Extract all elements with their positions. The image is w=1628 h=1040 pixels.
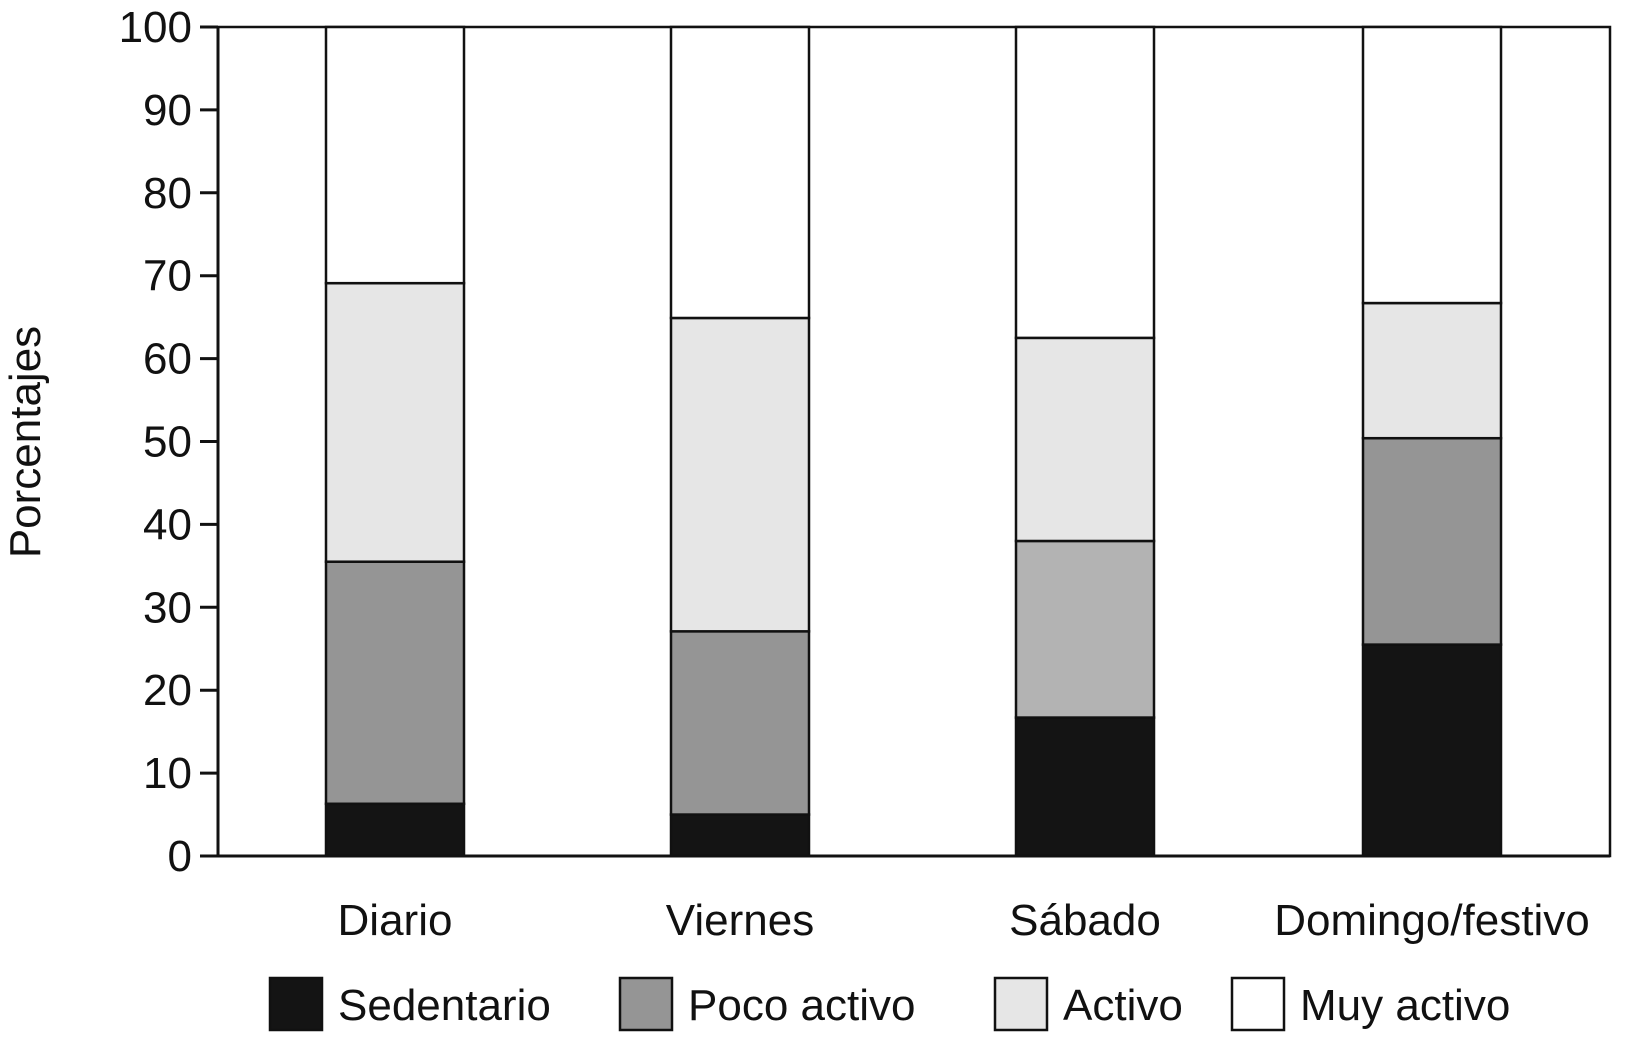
x-category-labels: Diario Viernes Sábado Domingo/festivo: [338, 896, 1590, 945]
bar-segment-domingo-festivo-sedentario: [1361, 643, 1503, 858]
bar-segment-viernes-muy-activo: [669, 25, 811, 320]
bar-segment-diario-sedentario: [324, 802, 466, 858]
bar-segment-sabado-muy-activo: [1014, 25, 1156, 340]
bar-stack-viernes: [669, 25, 811, 858]
x-tick-label-viernes: Viernes: [666, 896, 814, 945]
y-tick-label-0: 0: [168, 832, 192, 881]
y-tick-label-70: 70: [143, 252, 192, 301]
legend-swatch-muy-activo: [1230, 976, 1286, 1032]
bar-segment-sabado-sedentario: [1014, 716, 1156, 858]
y-tick-label-90: 90: [143, 86, 192, 135]
y-tick-label-10: 10: [143, 749, 192, 798]
legend-label-muy-activo: Muy activo: [1300, 981, 1510, 1030]
bar-stack-sabado: [1014, 25, 1156, 858]
legend-item-poco-activo: Poco activo: [618, 976, 915, 1032]
bar-stack-domingo-festivo: [1361, 25, 1503, 858]
axes-group: [200, 25, 1610, 858]
y-axis-title: Porcentajes: [1, 326, 50, 558]
bar-segment-domingo-festivo-muy-activo: [1361, 25, 1503, 305]
legend-swatch-sedentario: [268, 976, 324, 1032]
bar-segment-diario-poco-activo: [324, 560, 466, 806]
y-tick-label-40: 40: [143, 500, 192, 549]
bar-segment-domingo-festivo-poco-activo: [1361, 436, 1503, 646]
bar-segment-sabado-poco-activo: [1014, 539, 1156, 719]
legend-label-poco-activo: Poco activo: [688, 981, 915, 1030]
y-tick-label-60: 60: [143, 335, 192, 384]
x-tick-label-domingo-festivo: Domingo/festivo: [1274, 896, 1589, 945]
y-tick-label-100: 100: [119, 3, 192, 52]
bar-segment-diario-activo: [324, 281, 466, 563]
legend-item-muy-activo: Muy activo: [1230, 976, 1510, 1032]
legend-label-sedentario: Sedentario: [338, 981, 551, 1030]
bar-segment-domingo-festivo-activo: [1361, 301, 1503, 440]
bar-segment-viernes-activo: [669, 316, 811, 633]
y-tick-label-30: 30: [143, 583, 192, 632]
legend-item-sedentario: Sedentario: [268, 976, 551, 1032]
bar-segment-sabado-activo: [1014, 336, 1156, 543]
y-tick-label-50: 50: [143, 418, 192, 467]
legend-label-activo: Activo: [1063, 981, 1183, 1030]
legend-item-activo: Activo: [993, 976, 1183, 1032]
y-tick-label-20: 20: [143, 666, 192, 715]
legend-swatch-poco-activo: [618, 976, 674, 1032]
bar-segment-viernes-sedentario: [669, 813, 811, 858]
legend: Sedentario Poco activo Activo Muy activo: [268, 976, 1510, 1032]
x-tick-label-diario: Diario: [338, 896, 453, 945]
legend-swatch-activo: [993, 976, 1049, 1032]
bar-segment-viernes-poco-activo: [669, 630, 811, 816]
y-tick-labels: 0 10 20 30 40 50 60 70 80 90 100: [119, 3, 192, 881]
bar-stack-diario: [324, 25, 466, 858]
bar-segment-diario-muy-activo: [324, 25, 466, 285]
x-tick-label-sabado: Sábado: [1009, 896, 1161, 945]
bars-group: [324, 25, 1503, 858]
y-tick-label-80: 80: [143, 169, 192, 218]
